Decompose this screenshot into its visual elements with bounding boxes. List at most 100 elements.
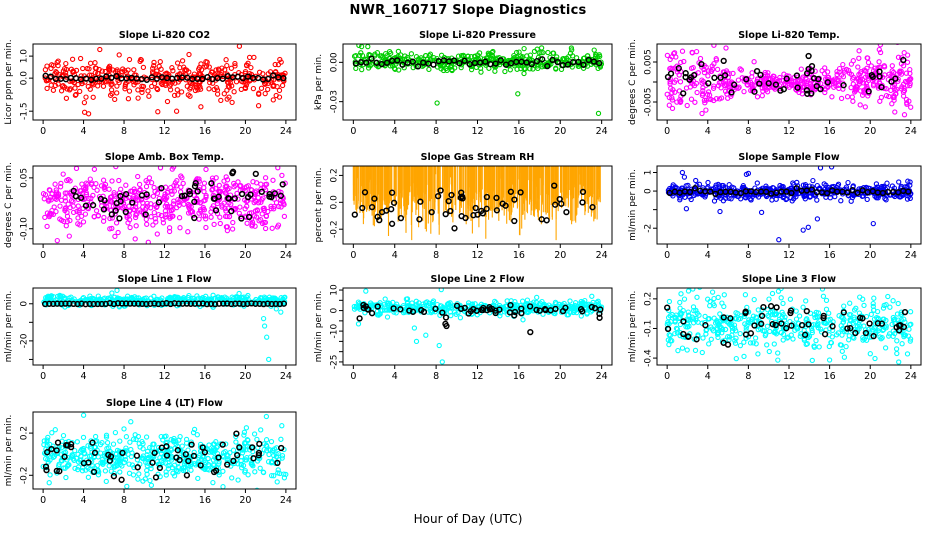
- x-tick-label: 20: [554, 371, 566, 382]
- x-tick-label: 0: [350, 126, 356, 137]
- panel-slope-gas-stream-rh: Slope Gas Stream RH percent per min. 0.2 0.…: [314, 152, 613, 261]
- panel-title: Slope Line 4 (LT) Flow: [106, 398, 223, 409]
- panel-title: Slope Line 3 Flow: [742, 274, 836, 285]
- x-tick-label: 8: [433, 126, 439, 137]
- x-tick-label: 8: [745, 371, 751, 382]
- panel-title: Slope Gas Stream RH: [421, 152, 535, 163]
- x-tick-label: 8: [745, 126, 751, 137]
- x-tick-label: 16: [513, 250, 525, 261]
- panel-slope-li820-pressure: Slope Li-820 Pressure kPa per min. 0.00 -0.…: [314, 30, 613, 137]
- x-tick-label: 16: [513, 126, 525, 137]
- x-tick-label: 0: [40, 250, 46, 261]
- x-tick-label: 4: [392, 250, 398, 261]
- x-tick-label: 12: [783, 371, 795, 382]
- x-tick-label: 4: [81, 371, 87, 382]
- svg-text:10: 10: [330, 284, 340, 296]
- panel-slope-line-3-flow: Slope Line 3 Flow ml/min per min. 0.2 -0.1 -…: [628, 274, 922, 382]
- svg-text:0: 0: [644, 188, 654, 194]
- x-tick-label: 20: [239, 495, 251, 506]
- x-tick-label: 24: [905, 371, 917, 382]
- x-tick-label: 16: [824, 250, 836, 261]
- x-tick-label: 12: [158, 250, 170, 261]
- x-tick-label: 20: [864, 371, 876, 382]
- scatter-points: [664, 288, 914, 365]
- x-tick-label: 4: [392, 126, 398, 137]
- panel-title: Slope Li-820 Temp.: [738, 30, 840, 41]
- svg-text:0.0: 0.0: [20, 71, 30, 86]
- x-tick-label: 8: [121, 250, 127, 261]
- svg-text:-0.2: -0.2: [330, 220, 340, 238]
- svg-text:0.00: 0.00: [330, 52, 340, 72]
- y-axis-label: degrees C per min.: [4, 162, 14, 248]
- scatter-points: [664, 44, 914, 118]
- panel-slope-amb-box-temp: Slope Amb. Box Temp. degrees C per min. 0.…: [4, 152, 297, 261]
- x-tick-label: 4: [81, 126, 87, 137]
- overlay-mean-points: [352, 55, 603, 70]
- x-tick-label: 16: [199, 126, 211, 137]
- overlay-mean-points: [41, 300, 288, 308]
- y-axis-label: ml/min per min.: [628, 291, 638, 363]
- y-axis-label: Licor ppm per min.: [4, 39, 14, 124]
- x-tick-label: 20: [239, 250, 251, 261]
- x-tick-label: 24: [596, 250, 608, 261]
- svg-text:0.0: 0.0: [330, 195, 340, 210]
- svg-text:-0.005: -0.005: [644, 87, 654, 116]
- x-tick-label: 4: [705, 371, 711, 382]
- svg-text:-2: -2: [644, 224, 654, 233]
- panel-title: Slope Amb. Box Temp.: [105, 152, 224, 163]
- x-tick-label: 8: [121, 126, 127, 137]
- x-tick-label: 24: [280, 126, 292, 137]
- svg-text:-25: -25: [330, 355, 340, 370]
- x-tick-label: 0: [664, 126, 670, 137]
- x-tick-label: 12: [471, 371, 483, 382]
- x-tick-label: 12: [783, 250, 795, 261]
- panel-title: Slope Li-820 Pressure: [419, 30, 536, 41]
- panel-slope-line-2-flow: Slope Line 2 Flow ml/min per min. 10 0 -10 -2…: [314, 274, 613, 382]
- x-tick-label: 12: [471, 250, 483, 261]
- y-axis-label: ml/min per min.: [314, 291, 324, 363]
- x-tick-label: 24: [280, 371, 292, 382]
- x-tick-label: 4: [705, 250, 711, 261]
- scatter-points: [665, 166, 914, 243]
- x-tick-label: 8: [121, 495, 127, 506]
- x-tick-label: 20: [554, 250, 566, 261]
- x-tick-label: 16: [824, 126, 836, 137]
- x-tick-label: 0: [40, 495, 46, 506]
- x-tick-label: 12: [158, 126, 170, 137]
- x-tick-label: 0: [350, 371, 356, 382]
- y-axis-label: ml/min per min.: [4, 415, 14, 487]
- svg-text:1: 1: [644, 170, 654, 176]
- svg-text:-0.4: -0.4: [644, 349, 654, 367]
- panel-title: Slope Li-820 CO2: [119, 30, 210, 41]
- x-tick-label: 16: [824, 371, 836, 382]
- x-tick-label: 8: [121, 371, 127, 382]
- x-tick-label: 4: [81, 495, 87, 506]
- panel-slope-li820-co2: Slope Li-820 CO2 Licor ppm per min. 1.0 0.0…: [4, 30, 297, 137]
- x-tick-label: 4: [392, 371, 398, 382]
- figure-title: NWR_160717 Slope Diagnostics: [349, 3, 587, 18]
- x-tick-label: 8: [433, 250, 439, 261]
- overlay-mean-points: [351, 182, 596, 232]
- x-tick-label: 24: [596, 371, 608, 382]
- panel-title: Slope Line 1 Flow: [118, 274, 212, 285]
- x-tick-label: 24: [280, 495, 292, 506]
- x-tick-label: 24: [905, 250, 917, 261]
- x-tick-label: 16: [513, 371, 525, 382]
- x-tick-label: 16: [199, 371, 211, 382]
- svg-text:-20: -20: [20, 333, 30, 348]
- svg-text:0.2: 0.2: [330, 168, 340, 182]
- x-tick-label: 4: [81, 250, 87, 261]
- svg-text:1.0: 1.0: [19, 49, 29, 64]
- x-tick-label: 8: [433, 371, 439, 382]
- x-tick-label: 20: [554, 126, 566, 137]
- svg-text:-10: -10: [330, 323, 340, 338]
- x-tick-label: 0: [350, 250, 356, 261]
- scatter-points: [352, 166, 601, 241]
- x-tick-label: 24: [596, 126, 608, 137]
- x-tick-label: 24: [280, 250, 292, 261]
- scatter-points: [351, 44, 605, 117]
- svg-text:0: 0: [330, 307, 340, 313]
